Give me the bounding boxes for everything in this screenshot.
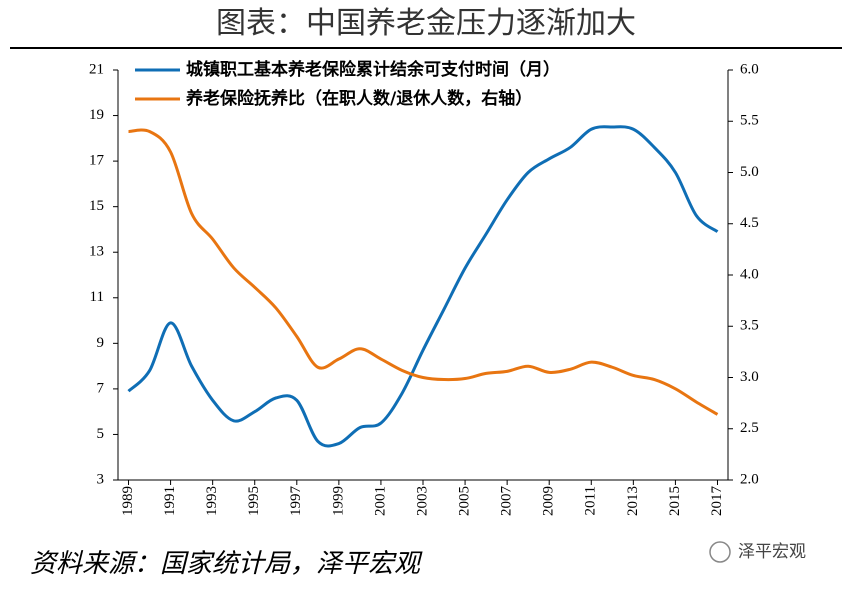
y2-tick-label: 3.5: [740, 318, 759, 334]
y-tick-label: 3: [97, 471, 105, 487]
series-line: [128, 128, 719, 416]
y-tick-label: 7: [97, 380, 105, 396]
y2-tick-label: 6.0: [740, 61, 759, 77]
watermark: 泽平宏观: [738, 542, 806, 562]
y-tick-label: 9: [97, 335, 105, 351]
series-line: [127, 125, 719, 448]
y-tick-label: 13: [89, 244, 104, 260]
y-tick-label: 19: [89, 107, 104, 123]
x-tick-label: 2007: [499, 486, 515, 517]
x-tick-label: 2003: [414, 486, 430, 516]
y2-tick-label: 4.0: [740, 266, 759, 282]
watermark-icon: [709, 541, 731, 563]
y-tick-label: 15: [89, 198, 104, 214]
y2-tick-label: 2.0: [740, 471, 759, 487]
y2-tick-label: 2.5: [740, 420, 759, 436]
y2-tick-label: 5.5: [740, 113, 759, 129]
x-tick-label: 2001: [372, 486, 388, 516]
chart-title: 图表：中国养老金压力逐渐加大: [216, 7, 636, 40]
x-tick-label: 2015: [667, 486, 683, 516]
y-tick-label: 17: [89, 153, 105, 169]
x-tick-label: 2011: [583, 486, 599, 515]
x-tick-label: 1989: [120, 486, 136, 516]
y2-tick-label: 3.0: [740, 369, 759, 385]
x-tick-label: 2017: [709, 486, 725, 517]
x-tick-label: 2013: [625, 486, 641, 516]
y2-tick-label: 5.0: [740, 164, 759, 180]
x-tick-label: 1997: [288, 486, 304, 517]
x-tick-label: 1999: [330, 486, 346, 516]
x-tick-label: 2005: [457, 486, 473, 516]
x-tick-label: 1993: [204, 486, 220, 516]
x-tick-label: 1995: [246, 486, 262, 516]
y-tick-label: 11: [90, 289, 104, 305]
x-tick-label: 1991: [162, 486, 178, 516]
legend-label: 养老保险抚养比（在职人数/退休人数，右轴）: [185, 88, 532, 109]
legend-label: 城镇职工基本养老保险累计结余可支付时间（月）: [186, 59, 560, 80]
y-tick-label: 21: [89, 61, 104, 77]
y-tick-label: 5: [97, 426, 105, 442]
source: 资料来源：国家统计局，泽平宏观: [30, 549, 423, 578]
y2-tick-label: 4.5: [740, 215, 759, 231]
x-tick-label: 2009: [541, 486, 557, 516]
